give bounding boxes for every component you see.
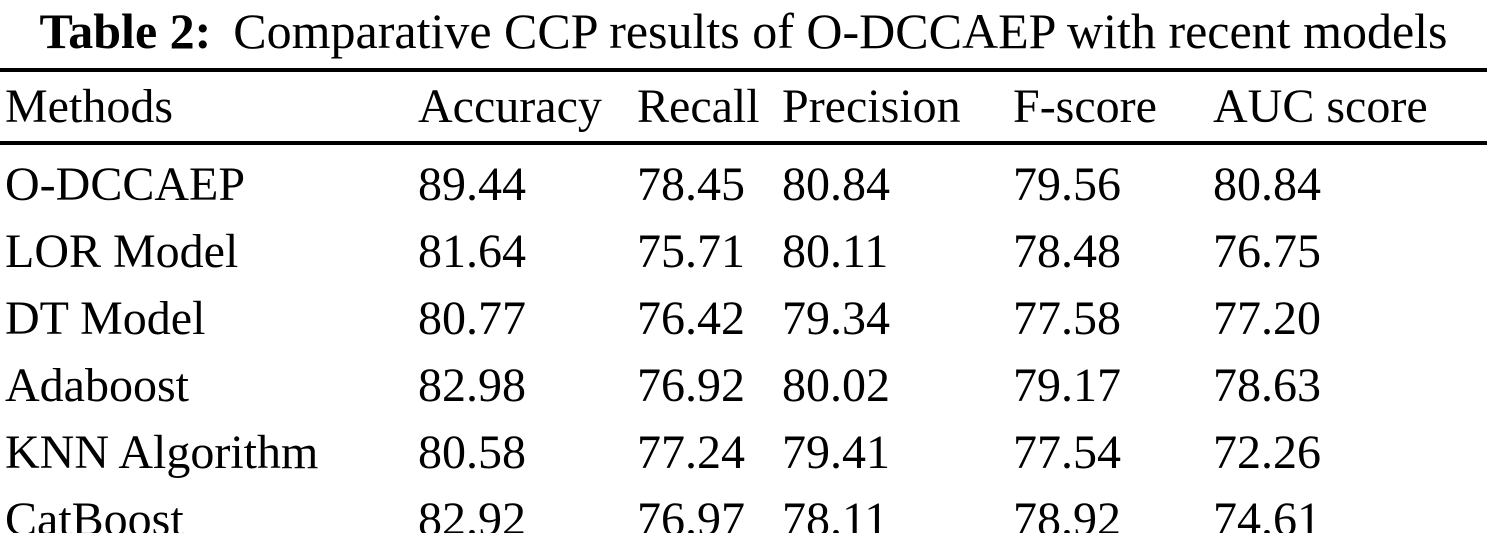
value-cell: 78.48	[1013, 225, 1121, 278]
value-cell: 80.11	[782, 225, 889, 278]
table-header-row: Methods Accuracy Recall Precision F-scor…	[0, 70, 1487, 145]
table-row: CatBoost 82.92 76.97 78.11 78.92 74.61	[0, 480, 1487, 533]
table-row: Adaboost 82.98 76.92 80.02 79.17 78.63	[0, 346, 1487, 413]
column-header-methods: Methods	[0, 70, 418, 145]
method-cell: LOR Model	[5, 225, 239, 278]
value-cell: 75.71	[637, 225, 745, 278]
column-header-accuracy: Accuracy	[418, 70, 637, 145]
value-cell: 77.24	[637, 426, 745, 479]
column-header-fscore: F-score	[1013, 70, 1213, 145]
value-cell: 78.63	[1213, 359, 1321, 412]
value-cell: 78.92	[1013, 493, 1121, 533]
value-cell: 77.58	[1013, 292, 1121, 345]
value-cell: 77.20	[1213, 292, 1321, 345]
value-cell: 89.44	[418, 158, 526, 211]
value-cell: 80.58	[418, 426, 526, 479]
value-cell: 81.64	[418, 225, 526, 278]
value-cell: 79.41	[782, 426, 890, 479]
value-cell: 78.45	[637, 158, 745, 211]
method-cell: Adaboost	[5, 359, 189, 412]
value-cell: 76.97	[637, 493, 745, 533]
value-cell: 77.54	[1013, 426, 1121, 479]
column-header-recall: Recall	[637, 70, 782, 145]
value-cell: 72.26	[1213, 426, 1321, 479]
table-row: DT Model 80.77 76.42 79.34 77.58 77.20	[0, 279, 1487, 346]
value-cell: 82.98	[418, 359, 526, 412]
value-cell: 76.42	[637, 292, 745, 345]
table-row: O-DCCAEP 89.44 78.45 80.84 79.56 80.84	[0, 143, 1487, 212]
results-table: Methods Accuracy Recall Precision F-scor…	[0, 68, 1487, 533]
value-cell: 80.02	[782, 359, 890, 412]
value-cell: 76.75	[1213, 225, 1321, 278]
method-cell: DT Model	[5, 292, 206, 345]
table-row: KNN Algorithm 80.58 77.24 79.41 77.54 72…	[0, 413, 1487, 480]
value-cell: 79.56	[1013, 158, 1121, 211]
method-cell: O-DCCAEP	[5, 158, 246, 211]
value-cell: 82.92	[418, 493, 526, 533]
value-cell: 80.77	[418, 292, 526, 345]
value-cell: 80.84	[1213, 158, 1321, 211]
value-cell: 74.61	[1213, 493, 1321, 533]
method-cell: KNN Algorithm	[5, 426, 319, 479]
table-caption: Table 2: Comparative CCP results of O-DCC…	[0, 0, 1487, 62]
value-cell: 78.11	[782, 493, 889, 533]
value-cell: 76.92	[637, 359, 745, 412]
method-cell: CatBoost	[5, 493, 184, 533]
column-header-auc: AUC score	[1213, 70, 1487, 145]
table-caption-label: Table 2:	[39, 3, 212, 59]
table-caption-text: Comparative CCP results of O-DCCAEP with…	[233, 3, 1448, 59]
value-cell: 80.84	[782, 158, 890, 211]
value-cell: 79.17	[1013, 359, 1121, 412]
column-header-precision: Precision	[782, 70, 1013, 145]
value-cell: 79.34	[782, 292, 890, 345]
table-row: LOR Model 81.64 75.71 80.11 78.48 76.75	[0, 212, 1487, 279]
